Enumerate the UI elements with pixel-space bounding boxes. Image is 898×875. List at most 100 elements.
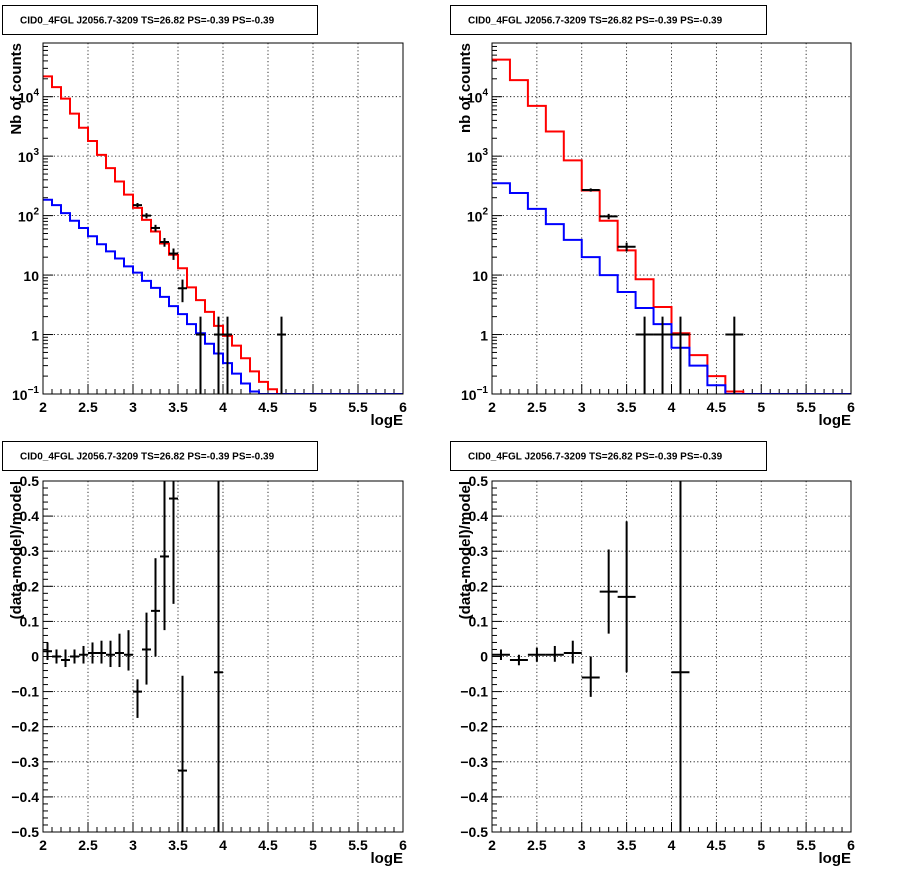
x-tick-label: 6 xyxy=(847,399,855,415)
x-tick-label: 3 xyxy=(129,399,137,415)
data-point xyxy=(43,642,52,661)
data-point xyxy=(133,679,142,718)
y-tick-label: 0.3 xyxy=(469,543,489,559)
x-axis-label: logE xyxy=(819,412,852,429)
y-tick-label: −0.1 xyxy=(460,684,488,700)
data-point xyxy=(725,316,744,394)
x-tick-label: 6 xyxy=(399,837,407,853)
x-tick-label: 3.5 xyxy=(168,399,188,415)
data-points xyxy=(581,188,744,394)
grid xyxy=(492,43,851,394)
data-point xyxy=(527,647,546,662)
x-tick-label: 5 xyxy=(757,837,765,853)
y-tick-exponent: −1 xyxy=(28,385,40,396)
y-tick-label: −0.4 xyxy=(460,789,488,805)
x-tick-label: 3 xyxy=(578,399,586,415)
y-tick-label: −0.5 xyxy=(11,824,39,840)
data-point xyxy=(509,654,528,666)
model-background-histogram xyxy=(43,198,403,394)
data-point xyxy=(581,656,600,697)
y-tick-mantissa: 10 xyxy=(467,209,483,225)
data-point xyxy=(671,316,690,394)
y-axis-label: (data-model)/model xyxy=(8,481,25,619)
y-tick-label: 0.5 xyxy=(20,473,40,489)
y-tick-mantissa: 1 xyxy=(31,328,39,344)
x-tick-label: 3.5 xyxy=(168,837,188,853)
data-point xyxy=(151,558,160,657)
y-tick-exponent: 4 xyxy=(482,88,488,99)
y-tick-label: 103 xyxy=(18,147,40,165)
data-point xyxy=(169,248,178,260)
y-tick-label: 103 xyxy=(467,147,489,165)
data-point xyxy=(563,640,582,664)
y-tick-mantissa: 10 xyxy=(18,209,34,225)
y-tick-label: −0.4 xyxy=(11,789,39,805)
y-tick-label: 0 xyxy=(480,649,488,665)
y-tick-label: 0.5 xyxy=(469,473,489,489)
y-tick-label: 104 xyxy=(467,88,489,106)
y-tick-label: 10−1 xyxy=(12,385,39,403)
x-tick-label: 2.5 xyxy=(78,837,98,853)
data-points xyxy=(43,481,223,832)
x-tick-label: 3.5 xyxy=(617,837,637,853)
model-total-histogram xyxy=(492,58,851,394)
x-tick-label: 5.5 xyxy=(796,837,816,853)
data-points xyxy=(492,481,690,832)
y-tick-mantissa: 10 xyxy=(18,90,34,106)
x-tick-label: 4.5 xyxy=(707,837,727,853)
x-axis-label: logE xyxy=(371,850,404,867)
chart-title: CID0_4FGL J2056.7-3209 TS=26.82 PS=-0.39… xyxy=(20,452,275,463)
data-point xyxy=(133,203,142,208)
data-point xyxy=(124,630,133,671)
y-tick-mantissa: 10 xyxy=(12,387,28,403)
y-tick-label: −0.2 xyxy=(11,719,39,735)
x-tick-label: 2.5 xyxy=(527,399,547,415)
x-tick-label: 4 xyxy=(219,837,227,853)
title-box xyxy=(450,441,767,471)
x-tick-label: 5.5 xyxy=(796,399,816,415)
y-tick-label: 0.1 xyxy=(469,613,489,629)
data-point xyxy=(160,481,169,631)
y-tick-mantissa: 10 xyxy=(23,268,39,284)
x-tick-label: 2 xyxy=(39,837,47,853)
y-tick-label: −0.3 xyxy=(460,754,488,770)
data-point xyxy=(214,481,223,832)
y-tick-label: 10−1 xyxy=(461,385,488,403)
data-point xyxy=(545,645,564,662)
data-point xyxy=(617,521,636,673)
chart-residual-left: CID0_4FGL J2056.7-3209 TS=26.82 PS=-0.39… xyxy=(2,441,407,867)
x-tick-label: 5.5 xyxy=(348,399,368,415)
x-axis-label: logE xyxy=(819,850,852,867)
y-tick-label: 104 xyxy=(18,88,40,106)
x-tick-label: 5 xyxy=(757,399,765,415)
plot-frame xyxy=(491,42,852,395)
data-point xyxy=(142,612,151,685)
y-tick-label: 0.2 xyxy=(469,578,489,594)
chart-title: CID0_4FGL J2056.7-3209 TS=26.82 PS=-0.39… xyxy=(468,16,723,27)
x-tick-label: 4 xyxy=(668,399,676,415)
x-tick-label: 2 xyxy=(39,399,47,415)
y-axis-label: (data-model)/model xyxy=(457,481,474,619)
data-point xyxy=(160,238,169,247)
ticks xyxy=(491,480,852,833)
data-point xyxy=(178,675,187,832)
data-point xyxy=(617,242,636,252)
data-point xyxy=(70,649,79,664)
y-tick-mantissa: 10 xyxy=(467,90,483,106)
data-point xyxy=(97,640,106,664)
x-tick-label: 4.5 xyxy=(707,399,727,415)
x-axis-label: logE xyxy=(371,412,404,429)
y-tick-mantissa: 10 xyxy=(461,387,477,403)
data-point xyxy=(151,224,160,232)
chart-counts-right: CID0_4FGL J2056.7-3209 TS=26.82 PS=-0.39… xyxy=(450,5,855,429)
data-point xyxy=(599,213,618,220)
data-layer xyxy=(492,481,690,832)
y-tick-label: −0.2 xyxy=(460,719,488,735)
title-box xyxy=(450,5,767,35)
data-point xyxy=(214,316,223,394)
data-layer xyxy=(43,481,223,832)
y-tick-label: 10 xyxy=(23,268,39,284)
y-tick-label: 0.4 xyxy=(20,508,40,524)
data-point xyxy=(196,316,205,394)
x-tick-label: 2 xyxy=(488,399,496,415)
